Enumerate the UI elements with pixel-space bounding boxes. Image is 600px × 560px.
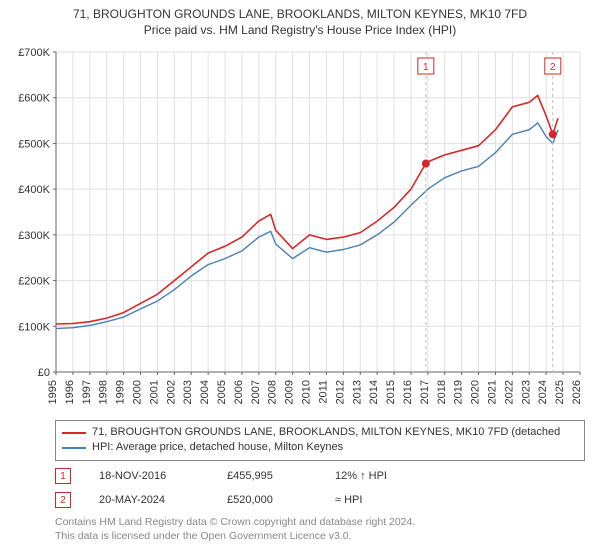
svg-text:2023: 2023 xyxy=(520,380,532,404)
title-line-2: Price paid vs. HM Land Registry's House … xyxy=(0,22,600,38)
svg-text:2005: 2005 xyxy=(216,380,228,404)
svg-text:2024: 2024 xyxy=(537,380,549,404)
svg-text:1995: 1995 xyxy=(47,380,59,404)
svg-text:2007: 2007 xyxy=(250,380,262,404)
svg-text:2022: 2022 xyxy=(503,380,515,404)
event-row-2: 2 20-MAY-2024 £520,000 ≈ HPI xyxy=(55,488,585,512)
svg-text:2002: 2002 xyxy=(165,380,177,404)
svg-text:1999: 1999 xyxy=(115,380,127,404)
svg-text:2016: 2016 xyxy=(402,380,414,404)
svg-text:2026: 2026 xyxy=(571,380,583,404)
footer-line-1: Contains HM Land Registry data © Crown c… xyxy=(55,516,585,530)
event-date-1: 18-NOV-2016 xyxy=(99,470,199,482)
svg-text:2017: 2017 xyxy=(419,380,431,404)
svg-text:£300K: £300K xyxy=(18,230,50,242)
chart-container: 71, BROUGHTON GROUNDS LANE, BROOKLANDS, … xyxy=(0,0,600,560)
footer-line-2: This data is licensed under the Open Gov… xyxy=(55,530,585,544)
event-badge-2: 2 xyxy=(55,492,71,508)
svg-text:2001: 2001 xyxy=(148,380,160,404)
svg-text:2021: 2021 xyxy=(486,380,498,404)
chart-area: £0 £100K £200K £300K £400K £500K £600K £700K 199… xyxy=(8,44,592,414)
svg-text:2011: 2011 xyxy=(317,380,329,404)
svg-text:1996: 1996 xyxy=(64,380,76,404)
svg-text:2000: 2000 xyxy=(132,380,144,404)
footer: Contains HM Land Registry data © Crown c… xyxy=(55,516,585,543)
svg-text:2013: 2013 xyxy=(351,380,363,404)
svg-text:£700K: £700K xyxy=(18,47,50,59)
event-price-1: £455,995 xyxy=(227,470,307,482)
event-badge-1: 1 xyxy=(55,468,71,484)
svg-text:2014: 2014 xyxy=(368,380,380,404)
event-hpi-1: 12% ↑ HPI xyxy=(335,470,445,482)
svg-text:£100K: £100K xyxy=(18,321,50,333)
svg-text:2010: 2010 xyxy=(301,380,313,404)
svg-text:2009: 2009 xyxy=(284,380,296,404)
legend-swatch-2 xyxy=(62,447,86,449)
event-row-1: 1 18-NOV-2016 £455,995 12% ↑ HPI xyxy=(55,464,585,488)
legend-swatch-1 xyxy=(62,432,86,434)
legend-label-2: HPI: Average price, detached house, Milt… xyxy=(92,440,343,455)
event-price-2: £520,000 xyxy=(227,494,307,506)
svg-text:1998: 1998 xyxy=(98,380,110,404)
svg-text:2025: 2025 xyxy=(554,380,566,404)
svg-text:2018: 2018 xyxy=(436,380,448,404)
title-line-1: 71, BROUGHTON GROUNDS LANE, BROOKLANDS, … xyxy=(0,6,600,22)
svg-text:2003: 2003 xyxy=(182,380,194,404)
event-hpi-2: ≈ HPI xyxy=(335,494,445,506)
svg-text:2019: 2019 xyxy=(453,380,465,404)
svg-text:2008: 2008 xyxy=(267,380,279,404)
event-date-2: 20-MAY-2024 xyxy=(99,494,199,506)
events-table: 1 18-NOV-2016 £455,995 12% ↑ HPI 2 20-MA… xyxy=(55,464,585,512)
svg-text:1: 1 xyxy=(423,62,429,73)
svg-text:2: 2 xyxy=(550,62,556,73)
svg-text:1997: 1997 xyxy=(81,380,93,404)
svg-text:£600K: £600K xyxy=(18,93,50,105)
legend: 71, BROUGHTON GROUNDS LANE, BROOKLANDS, … xyxy=(55,420,585,461)
svg-text:£0: £0 xyxy=(38,367,50,379)
svg-text:2004: 2004 xyxy=(199,380,211,404)
legend-label-1: 71, BROUGHTON GROUNDS LANE, BROOKLANDS, … xyxy=(92,425,560,440)
title-block: 71, BROUGHTON GROUNDS LANE, BROOKLANDS, … xyxy=(0,0,600,38)
svg-text:2012: 2012 xyxy=(334,380,346,404)
svg-text:£400K: £400K xyxy=(18,184,50,196)
svg-text:2006: 2006 xyxy=(233,380,245,404)
chart-svg: £0 £100K £200K £300K £400K £500K £600K £700K 199… xyxy=(8,44,592,414)
svg-text:£200K: £200K xyxy=(18,276,50,288)
svg-text:£500K: £500K xyxy=(18,138,50,150)
svg-text:2020: 2020 xyxy=(470,380,482,404)
legend-row-2: HPI: Average price, detached house, Milt… xyxy=(62,440,578,455)
legend-row-1: 71, BROUGHTON GROUNDS LANE, BROOKLANDS, … xyxy=(62,425,578,440)
svg-text:2015: 2015 xyxy=(385,380,397,404)
